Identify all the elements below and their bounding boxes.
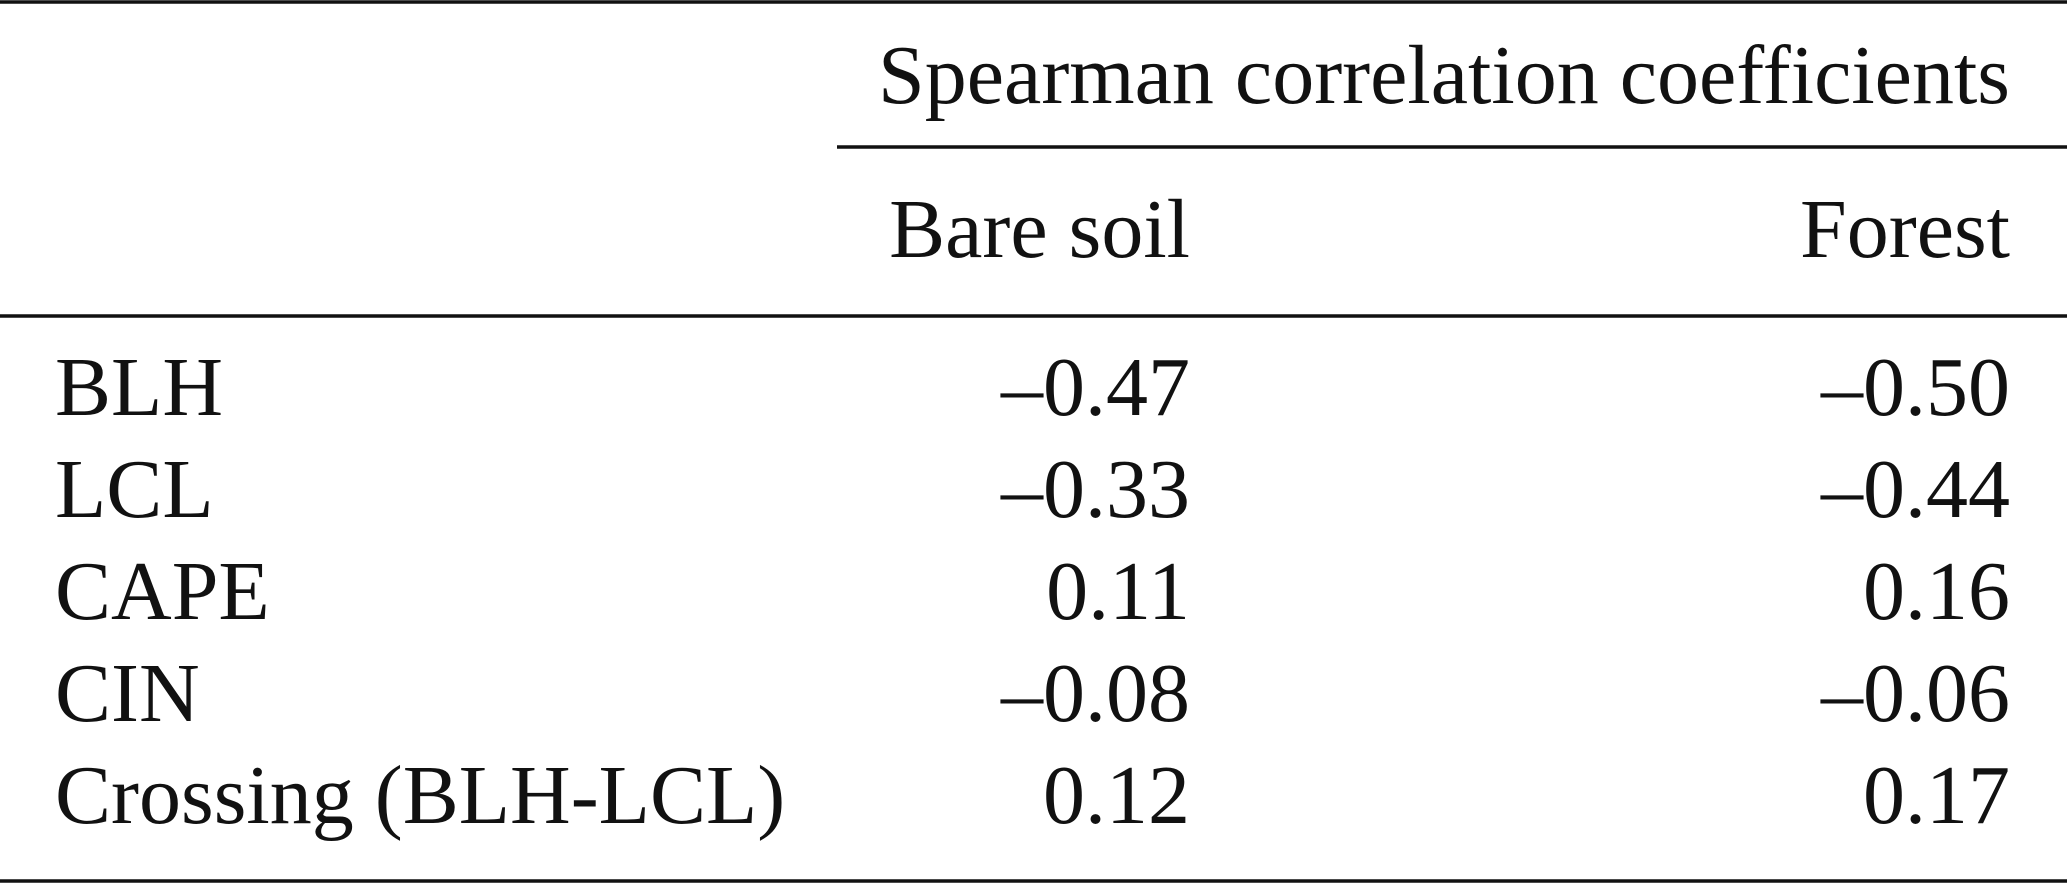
cell-value: 0.17 [1863, 749, 2010, 842]
row-label: CAPE [55, 545, 270, 638]
cell-value: –0.08 [1000, 647, 1190, 740]
cell-value: –0.06 [1820, 647, 2010, 740]
cell-value: 0.16 [1863, 545, 2010, 638]
cell-value: –0.44 [1820, 443, 2010, 536]
cell-value: 0.12 [1043, 749, 1190, 842]
row-label: BLH [55, 341, 223, 434]
cell-value: –0.33 [1000, 443, 1190, 536]
cell-value: 0.11 [1046, 545, 1190, 638]
cell-value: –0.50 [1820, 341, 2010, 434]
row-label: LCL [55, 443, 214, 536]
group-header: Spearman correlation coefficients [878, 29, 2010, 122]
cell-value: –0.47 [1000, 341, 1190, 434]
column-header: Forest [1800, 183, 2010, 276]
row-label: Crossing (BLH-LCL) [55, 749, 785, 842]
row-label: CIN [55, 647, 200, 740]
column-header: Bare soil [889, 183, 1190, 276]
